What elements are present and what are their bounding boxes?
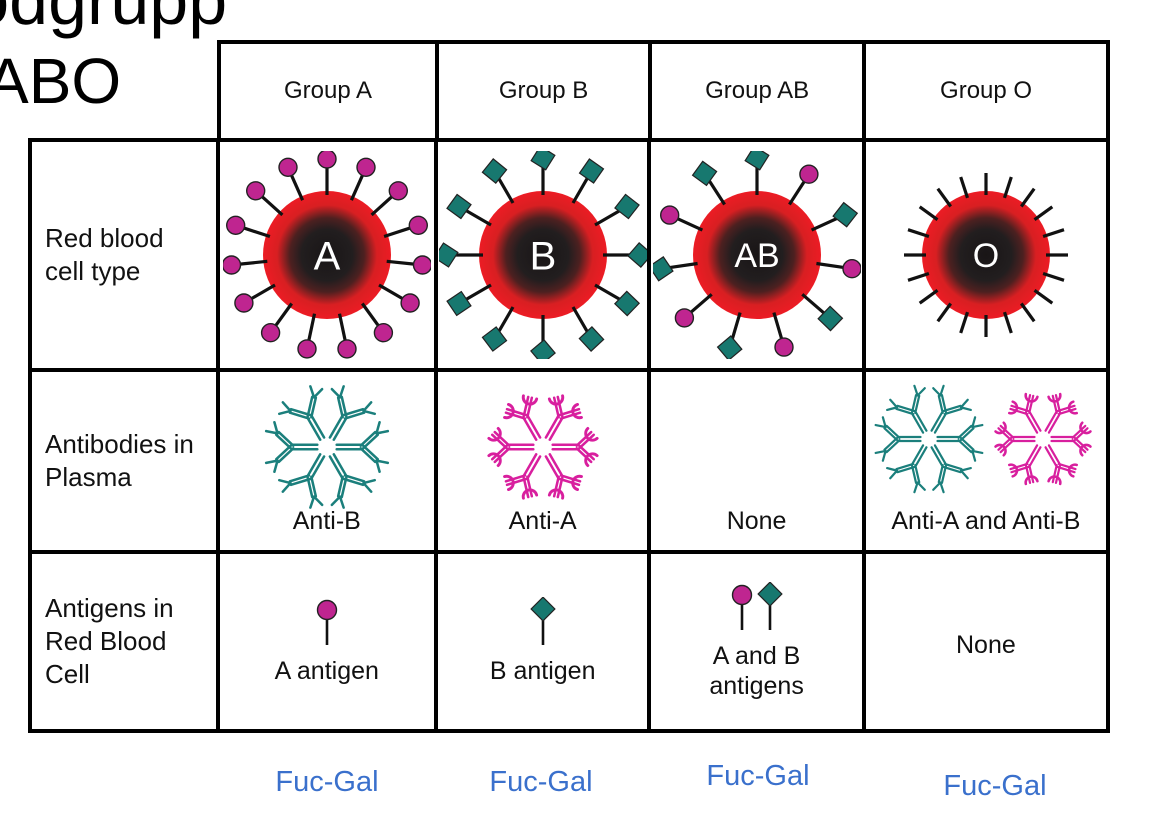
antibody-caption: Anti-B xyxy=(292,507,361,536)
blood-group-table: Red blood cell type A B AB O Antibodies … xyxy=(28,138,1110,733)
antigens-cell-group-ab: A and B antigens xyxy=(651,554,866,729)
b-antigen-icon xyxy=(528,597,558,649)
svg-text:B: B xyxy=(529,234,556,278)
antibody-caption: None xyxy=(726,507,787,536)
rbc-illustration-group-a: A xyxy=(219,142,438,372)
a-and-b-antigen-icons xyxy=(729,582,785,634)
antibody-caption: Anti-A and Anti-B xyxy=(891,507,1081,536)
column-header-row: Group A Group B Group AB Group O xyxy=(217,40,1110,138)
antibody-caption: Anti-A xyxy=(508,507,577,536)
anti-a-and-anti-b-antibody-illustration xyxy=(872,382,1100,496)
a-antigen-icon xyxy=(314,597,340,649)
anti-a-antibody-illustration xyxy=(478,382,608,512)
antigens-cell-group-o: None xyxy=(865,554,1106,729)
column-header-group-b: Group B xyxy=(439,44,653,138)
fuc-gal-annotation-group-o: Fuc-Gal xyxy=(943,770,1047,802)
antigen-caption: None xyxy=(956,631,1016,660)
anti-b-antibody-illustration xyxy=(262,382,392,512)
antibodies-cell-group-a: Anti-B xyxy=(219,371,438,555)
antibodies-cell-group-ab: None xyxy=(651,371,866,555)
svg-text:A: A xyxy=(313,234,340,278)
row-header-red-blood-cell-type: Red blood cell type xyxy=(32,142,220,372)
antigen-caption: A and B antigens xyxy=(709,642,804,701)
fuc-gal-annotation-group-b: Fuc-Gal xyxy=(489,766,593,798)
column-header-group-o: Group O xyxy=(940,77,1033,104)
fuc-gal-annotation-group-ab: Fuc-Gal xyxy=(706,760,810,792)
rbc-illustration-group-o: O xyxy=(865,142,1106,372)
row-header-antibodies-in-plasma: Antibodies in Plasma xyxy=(32,371,220,555)
svg-text:AB: AB xyxy=(734,237,779,275)
rbc-illustration-group-ab: AB xyxy=(651,142,866,372)
page-title: Blodgrupp xyxy=(0,0,228,39)
antigen-caption: B antigen xyxy=(489,657,596,686)
row-header-antigens-in-red-blood-cell: Antigens in Red Blood Cell xyxy=(32,554,220,729)
antigens-cell-group-b: B antigen xyxy=(437,554,652,729)
column-header-group-ab: Group AB xyxy=(652,44,867,138)
column-header-group-a: Group A xyxy=(221,44,440,138)
antibodies-cell-group-o: Anti-A and Anti-B xyxy=(865,371,1106,555)
svg-text:O: O xyxy=(973,237,999,275)
antigens-cell-group-a: A antigen xyxy=(219,554,438,729)
antibodies-cell-group-b: Anti-A xyxy=(437,371,652,555)
page-subtitle-abo: ABO xyxy=(0,45,122,117)
antigen-caption: A antigen xyxy=(274,657,379,686)
fuc-gal-annotation-group-a: Fuc-Gal xyxy=(275,766,379,798)
rbc-illustration-group-b: B xyxy=(437,142,652,372)
